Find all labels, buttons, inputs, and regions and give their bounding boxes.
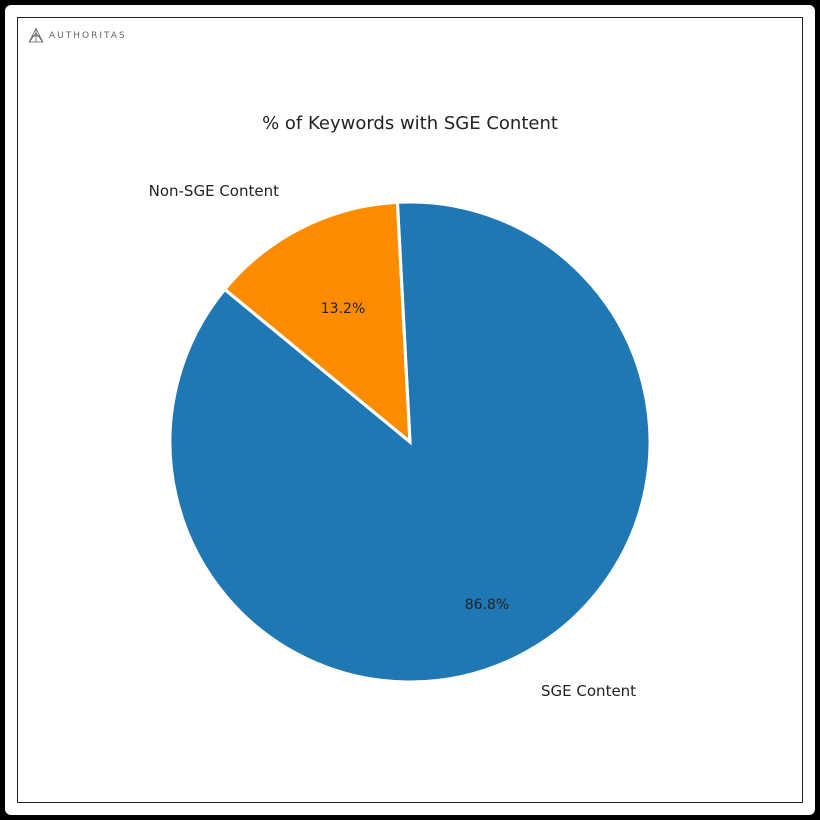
pie-chart: 13.2% 86.8% Non-SGE Content SGE Content <box>90 122 730 762</box>
pct-label-non-sge: 13.2% <box>321 302 365 318</box>
brand-name: AUTHORITAS <box>49 31 127 41</box>
slice-label-non-sge: Non-SGE Content <box>149 182 279 200</box>
slice-label-sge: SGE Content <box>541 682 636 700</box>
pct-label-sge: 86.8% <box>465 597 509 613</box>
brand-logo-icon <box>27 27 45 45</box>
brand-logo: AUTHORITAS <box>27 27 127 45</box>
chart-card: AUTHORITAS % of Keywords with SGE Conten… <box>5 5 815 815</box>
